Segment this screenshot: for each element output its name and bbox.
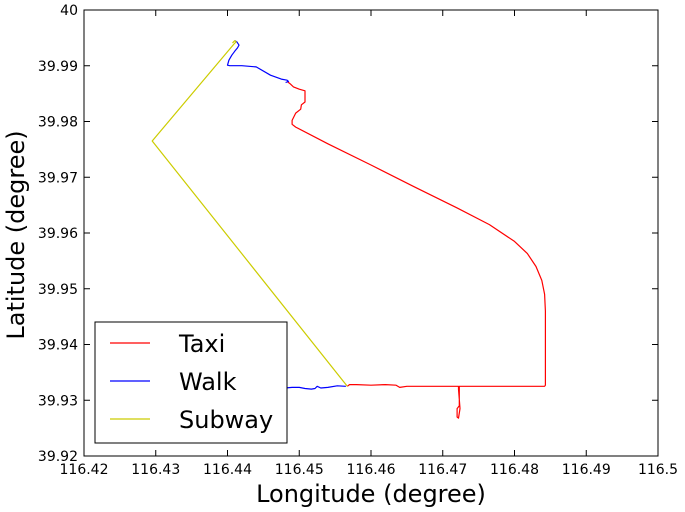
y-tick-label: 39.93: [38, 393, 78, 409]
x-tick-label: 116.49: [562, 462, 611, 478]
axes-layer: 116.42 116.43 116.44 116.45 116.46 116.47 116.…: [38, 3, 678, 478]
y-tick-label: 39.95: [38, 282, 78, 298]
x-axis-title: Longitude (degree): [256, 480, 486, 508]
legend-label-walk: Walk: [179, 368, 237, 396]
y-axis-title: Latitude (degree): [2, 130, 30, 339]
y-tick-label: 39.96: [38, 226, 78, 242]
y-tick-label: 39.92: [38, 449, 78, 465]
legend: Taxi Walk Subway: [94, 321, 288, 444]
x-tick-label: 116.42: [60, 462, 109, 478]
x-tick-label: 116.47: [418, 462, 467, 478]
legend-label-taxi: Taxi: [178, 330, 225, 358]
y-tick-label: 39.99: [38, 59, 78, 75]
x-tick-label: 116.48: [490, 462, 539, 478]
x-tick-label: 116.44: [203, 462, 252, 478]
y-tick-label: 39.97: [38, 170, 78, 186]
series-line-taxi: [286, 80, 547, 419]
y-tick-label: 40: [60, 3, 78, 19]
x-tick-label: 116.43: [131, 462, 180, 478]
x-tick-label: 116.46: [347, 462, 396, 478]
series-line-subway: [151, 40, 348, 387]
legend-label-subway: Subway: [179, 406, 273, 434]
y-tick-label: 39.98: [38, 115, 78, 131]
y-tick-label: 39.94: [38, 338, 78, 354]
legend-box: [94, 321, 288, 444]
series-line-walk: [226, 40, 290, 84]
x-tick-label: 116.5: [638, 462, 678, 478]
x-tick-label: 116.45: [275, 462, 324, 478]
